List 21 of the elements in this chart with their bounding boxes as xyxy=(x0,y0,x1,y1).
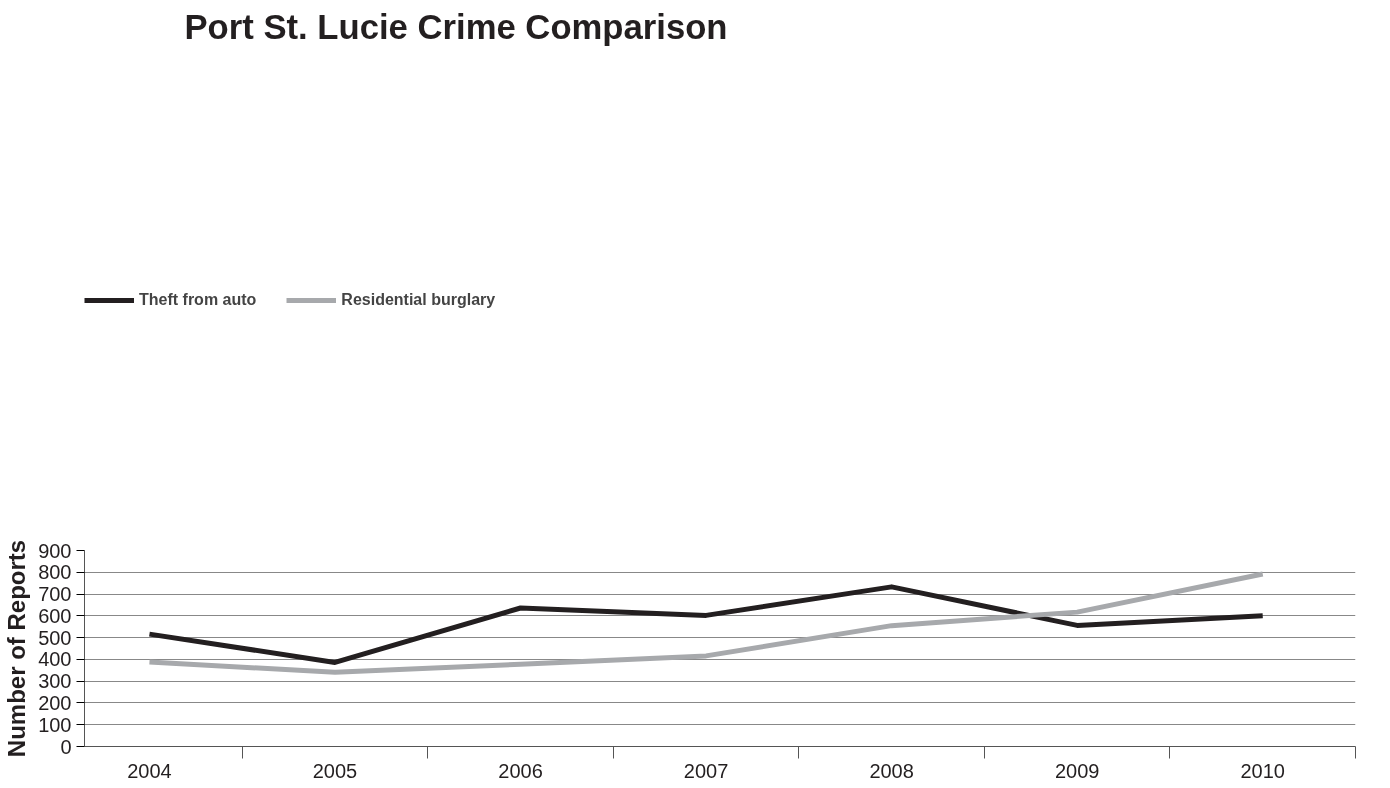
y-axis-title: Number of Reports xyxy=(3,539,31,758)
y-tick-label: 700 xyxy=(38,583,72,606)
x-tick-label: 2006 xyxy=(498,759,543,782)
y-tick-label: 900 xyxy=(38,539,72,562)
x-tick-label: 2010 xyxy=(1240,759,1285,782)
y-tick-label: 300 xyxy=(38,670,72,693)
y-tick-label: 200 xyxy=(38,691,72,714)
y-tick-label: 500 xyxy=(38,626,72,649)
x-tick-label: 2005 xyxy=(312,759,358,782)
y-tick-label: 800 xyxy=(38,561,72,584)
chart-title: Port St. Lucie Crime Comparison xyxy=(184,7,728,46)
x-tick-label: 2008 xyxy=(869,759,914,782)
y-tick-label: 400 xyxy=(38,648,72,671)
legend-label: Theft from auto xyxy=(139,291,257,309)
legend-label: Residential burglary xyxy=(341,291,496,309)
y-tick-label: 100 xyxy=(38,713,72,736)
x-tick-label: 2009 xyxy=(1054,759,1100,782)
y-tick-label: 0 xyxy=(60,735,72,758)
x-tick-label: 2007 xyxy=(683,759,729,782)
x-tick-label: 2004 xyxy=(127,759,172,782)
y-tick-label: 600 xyxy=(38,604,72,627)
